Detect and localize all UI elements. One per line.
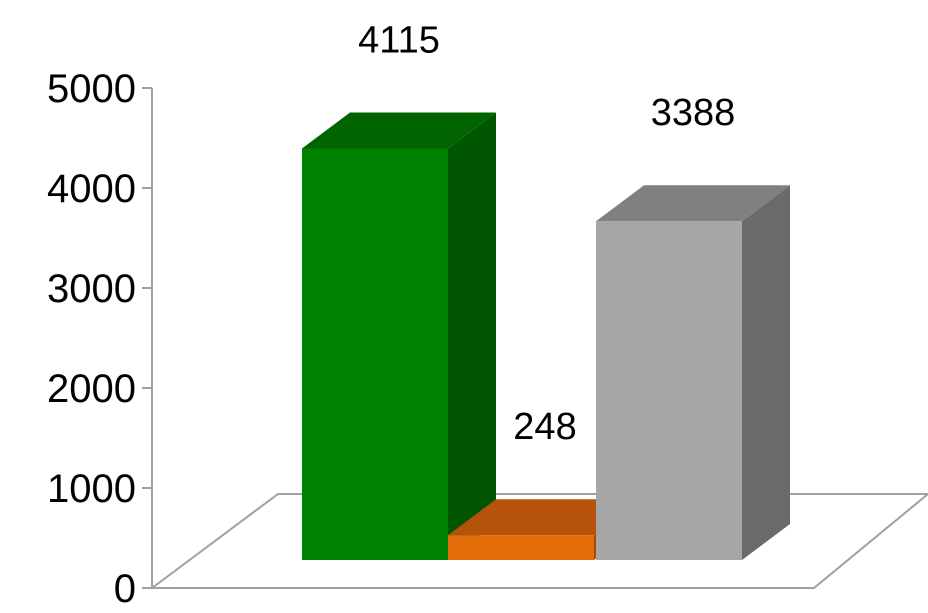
bar-series: [302, 112, 790, 560]
y-tick-label: 2000: [47, 367, 136, 411]
bar-top-face: [448, 499, 642, 536]
y-tick-label: 3000: [47, 267, 136, 311]
bar-top-face: [596, 185, 790, 222]
data-labels: 4115 248 3388: [358, 20, 735, 449]
data-label: 3388: [651, 92, 736, 134]
y-tick-label: 0: [114, 567, 136, 608]
y-tick-label: 4000: [47, 167, 136, 211]
bar-side-face: [742, 185, 790, 560]
data-label: 4115: [358, 20, 440, 62]
bar-side-face: [448, 112, 496, 560]
bar-front-face: [302, 148, 448, 560]
bar-front-face: [448, 535, 594, 560]
bar-top-face: [302, 112, 496, 149]
y-axis: 0 1000 2000 3000 4000 5000: [47, 67, 153, 611]
data-label: 248: [513, 406, 576, 448]
bar-front-face: [596, 221, 742, 560]
bar: [596, 185, 790, 560]
y-tick-label: 1000: [47, 467, 136, 511]
y-tick-label: 5000: [47, 67, 136, 111]
bar: [302, 112, 496, 560]
